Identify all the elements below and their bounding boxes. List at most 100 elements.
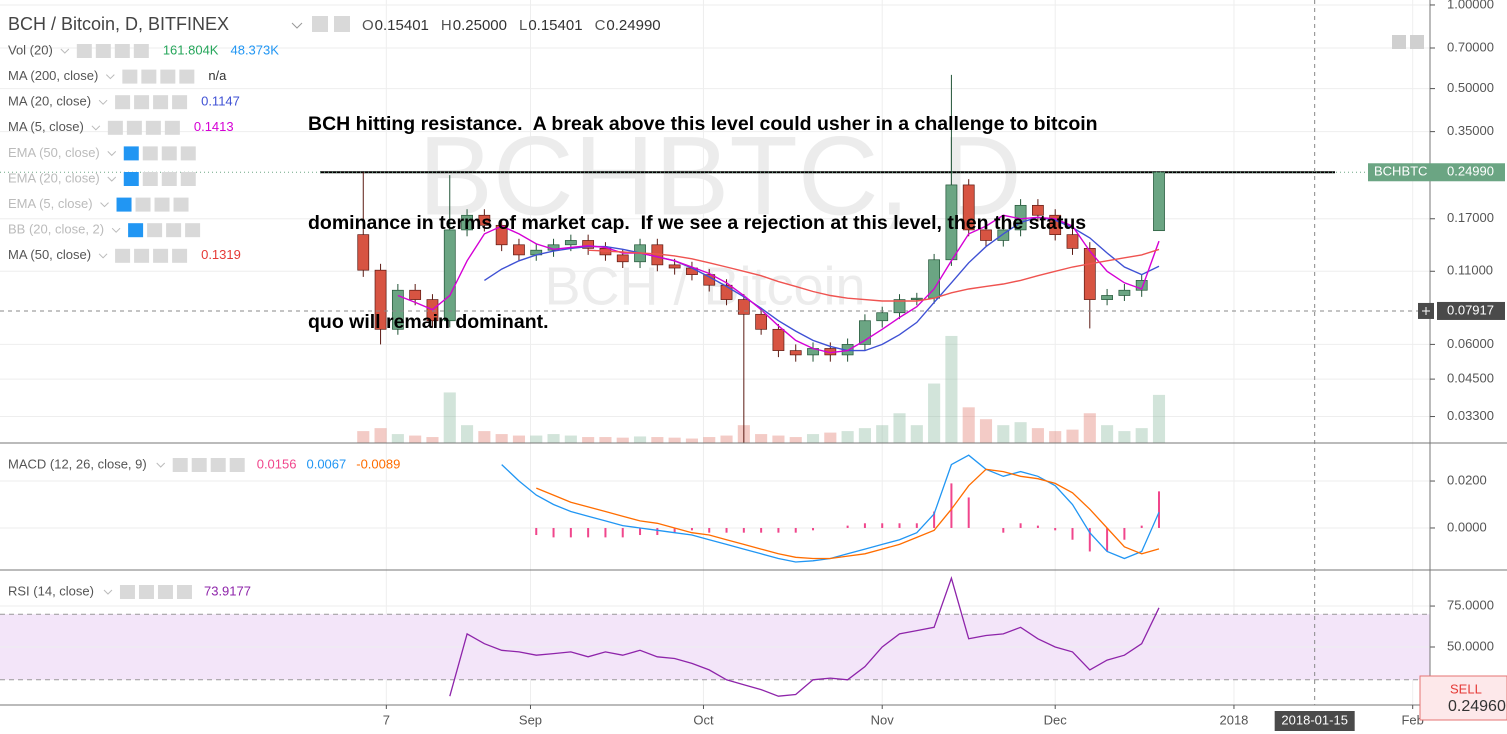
volume-bar <box>564 435 577 443</box>
legend-name: MA (5, close) <box>8 119 84 134</box>
pane-legend-value: 0.0156 <box>257 456 297 471</box>
legend-button[interactable] <box>126 120 142 135</box>
pane-legend-value: 0.0067 <box>306 456 346 471</box>
candle-body <box>1083 248 1096 300</box>
legend-button[interactable] <box>134 248 150 263</box>
legend-button[interactable] <box>142 172 158 186</box>
legend-button[interactable] <box>180 172 196 186</box>
legend-button[interactable] <box>147 223 163 238</box>
dropdown-icon <box>156 462 166 468</box>
y-tick-label: 0.35000 <box>1447 123 1494 138</box>
volume-bar <box>824 432 837 443</box>
legend-value: n/a <box>208 68 227 83</box>
candle-body <box>357 234 370 271</box>
histogram-bar <box>1036 525 1039 528</box>
order-box[interactable] <box>1419 675 1507 721</box>
candle-body <box>1153 171 1165 232</box>
annotation-line: dominance in terms of market cap. If we … <box>308 212 1087 234</box>
volume-bar <box>945 335 958 443</box>
histogram-bar <box>967 497 970 528</box>
legend-button[interactable] <box>135 197 151 212</box>
legend-button[interactable] <box>141 69 157 84</box>
legend-button[interactable] <box>116 197 132 212</box>
volume-bar <box>928 383 941 443</box>
ohlc-value: 0.15401 <box>528 17 582 34</box>
y-tick-label: 50.0000 <box>1447 638 1494 653</box>
histogram-bar <box>1140 525 1143 528</box>
legend-button[interactable] <box>173 197 189 212</box>
legend-button[interactable] <box>153 95 169 110</box>
moving-average-line <box>588 248 1160 302</box>
histogram-bar <box>881 523 884 528</box>
crosshair-x-box <box>1274 711 1355 731</box>
legend-name: MA (20, close) <box>8 94 91 109</box>
ohlc-value: 0.25000 <box>453 17 507 34</box>
candle-body <box>374 269 387 330</box>
candle-body <box>789 350 802 356</box>
candle-body <box>755 313 768 330</box>
legend-button[interactable] <box>154 197 170 212</box>
legend-button[interactable] <box>179 69 195 84</box>
candle-body <box>737 299 750 315</box>
legend-button[interactable] <box>134 95 150 110</box>
y-tick-label: 1.00000 <box>1447 0 1494 11</box>
scroll-button[interactable] <box>1392 35 1406 49</box>
legend-button[interactable] <box>153 248 169 263</box>
legend-button[interactable] <box>115 248 131 263</box>
legend-button[interactable] <box>180 146 196 161</box>
legend-button[interactable] <box>123 146 139 161</box>
volume-bar <box>651 437 664 443</box>
legend-button <box>138 585 154 599</box>
legend-button[interactable] <box>166 223 182 238</box>
histogram-bar <box>1019 523 1022 528</box>
crosshair-x-label: 2018-01-15 <box>1281 712 1348 727</box>
legend-button[interactable] <box>123 172 139 186</box>
candle-body <box>1101 295 1113 300</box>
legend-value: 161.804K <box>163 42 219 57</box>
legend-button[interactable] <box>161 172 177 186</box>
histogram-bar <box>1106 527 1109 552</box>
legend-button[interactable] <box>115 95 131 110</box>
y-tick-label: 0.50000 <box>1447 80 1494 95</box>
scroll-button[interactable] <box>1410 35 1424 49</box>
legend-button[interactable] <box>76 44 92 58</box>
candle-body <box>1066 234 1079 249</box>
dropdown-icon <box>107 176 117 182</box>
histogram-bar <box>760 527 763 533</box>
legend-button[interactable] <box>185 223 201 238</box>
legend-button[interactable] <box>161 146 177 161</box>
histogram-bar <box>1002 527 1005 533</box>
dropdown-icon <box>98 253 108 259</box>
ohlc-value: 0.15401 <box>375 17 429 34</box>
chart-title: BCH / Bitcoin, D, BITFINEX <box>8 14 229 34</box>
plus-icon <box>1422 306 1430 315</box>
last-price-label: 0.24990 <box>1447 164 1494 179</box>
legend-button[interactable] <box>172 248 188 263</box>
candle-body <box>616 254 629 263</box>
legend-button[interactable] <box>142 146 158 161</box>
legend-button[interactable] <box>145 120 161 135</box>
volume-bar <box>633 436 647 443</box>
legend-name: MA (200, close) <box>8 68 98 83</box>
y-tick-label: 0.04500 <box>1447 371 1494 386</box>
legend-name: BB (20, close, 2) <box>8 222 104 237</box>
legend-name: MA (50, close) <box>8 247 91 262</box>
legend-name: EMA (50, close) <box>8 145 100 160</box>
volume-bar <box>357 431 370 443</box>
ohlc-key: L <box>519 17 527 34</box>
legend-button[interactable] <box>133 44 149 58</box>
volume-bar <box>426 437 439 443</box>
legend-button[interactable] <box>164 120 180 135</box>
legend-button[interactable] <box>95 44 111 58</box>
histogram-bar <box>777 527 780 533</box>
legend-button[interactable] <box>122 69 138 84</box>
legend-button[interactable] <box>172 95 188 110</box>
volume-bar <box>962 407 975 443</box>
volume-bar <box>668 437 681 443</box>
legend-button[interactable] <box>114 44 130 58</box>
legend-button[interactable] <box>160 69 176 84</box>
legend-button[interactable] <box>128 223 144 238</box>
legend-button[interactable] <box>107 120 123 135</box>
last-price-box <box>1368 163 1505 182</box>
